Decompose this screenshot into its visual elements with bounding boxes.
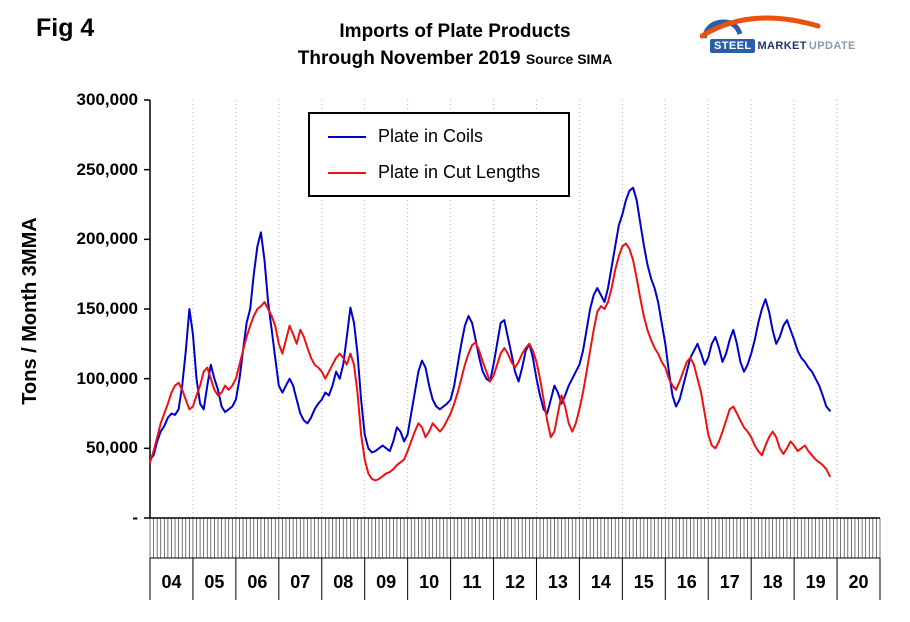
chart-title-period: Through November 2019 <box>297 48 521 69</box>
legend-item-coils: Plate in Coils <box>328 126 568 147</box>
legend-item-cut-lengths: Plate in Cut Lengths <box>328 162 568 183</box>
logo-word-steel: STEEL <box>710 39 756 53</box>
logo-wordmark: STEEL MARKET UPDATE <box>710 39 856 53</box>
chart-title-line2: Through November 2019 Source SIMA <box>240 47 670 71</box>
cut-lengths-line-swatch <box>328 171 366 174</box>
chart-source: Source SIMA <box>525 51 613 67</box>
logo-word-update: UPDATE <box>808 40 856 52</box>
series-line-plate-in-cut-lengths <box>149 242 831 482</box>
legend-label-coils: Plate in Coils <box>378 126 484 146</box>
chart-title-line1: Imports of Plate Products <box>339 21 571 42</box>
chart-title: Imports of Plate Products Through Novemb… <box>240 20 670 71</box>
legend: Plate in Coils Plate in Cut Lengths <box>308 112 570 197</box>
legend-label-cut-lengths: Plate in Cut Lengths <box>378 162 541 182</box>
coils-line-swatch <box>328 135 366 138</box>
y-axis-title: Tons / Month 3MMA <box>19 217 41 405</box>
logo-swoosh-icon <box>700 15 821 39</box>
logo-word-market: MARKET <box>757 40 807 52</box>
smu-logo: STEEL MARKET UPDATE <box>700 14 865 60</box>
figure-label: Fig 4 <box>36 14 95 42</box>
